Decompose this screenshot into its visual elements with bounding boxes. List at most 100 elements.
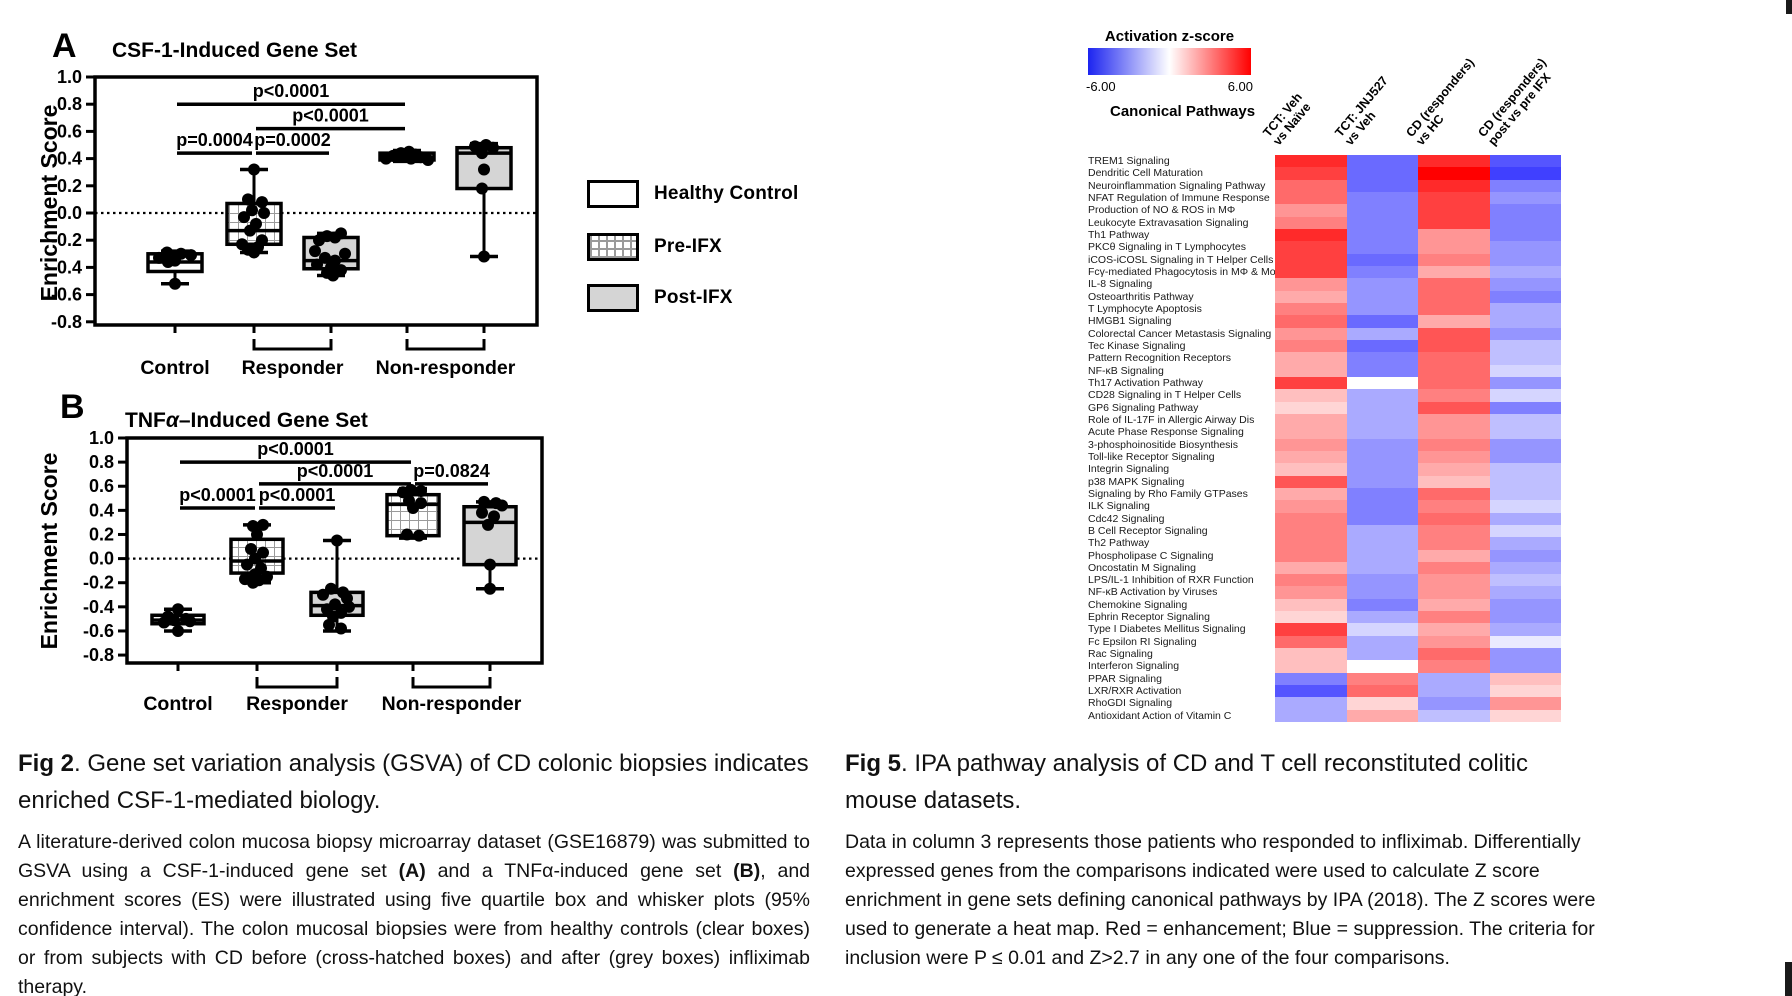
heatmap-cell	[1275, 339, 1347, 353]
heatmap-cell	[1275, 302, 1347, 316]
heatmap-cell	[1275, 611, 1347, 624]
heatmap-row: Leukocyte Extravasation Signaling	[1088, 216, 1561, 229]
colorbar-gradient	[1088, 48, 1251, 75]
heatmap-cell	[1418, 315, 1490, 328]
heatmap-row: PKCθ Signaling in T Lymphocytes	[1088, 241, 1561, 254]
heatmap-cell	[1418, 290, 1490, 303]
heatmap-cell	[1489, 327, 1561, 340]
fig5-caption: Fig 5. IPA pathway analysis of CD and T …	[845, 745, 1750, 973]
heatmap-row: Toll-like Receptor Signaling	[1088, 450, 1561, 464]
heatmap-cell	[1275, 352, 1347, 365]
panel-b-boxplot: B TNFα–Induced Gene Set Enrichment Score 1.…	[36, 385, 600, 735]
heatmap-cell	[1275, 376, 1347, 390]
svg-text:Enrichment Score: Enrichment Score	[40, 453, 62, 650]
heatmap-column-headers: TCT: Veh vs Naïve TCT: JNJ527 vs Veh CD (res…	[1260, 0, 1695, 152]
svg-text:-0.4: -0.4	[51, 257, 82, 277]
heatmap-cell	[1346, 179, 1418, 192]
heatmap-cell	[1418, 191, 1490, 205]
heatmap-cell	[1418, 241, 1490, 254]
svg-text:p<0.0001: p<0.0001	[259, 485, 336, 505]
heatmap-cell	[1418, 635, 1490, 649]
heatmap-row: Osteoarthritis Pathway	[1088, 290, 1561, 303]
healthy-control-swatch-icon	[587, 180, 639, 208]
pathway-label: IL-8 Signaling	[1088, 278, 1153, 291]
heatmap-cell	[1418, 487, 1490, 501]
heatmap-cell	[1275, 463, 1347, 476]
screen-edge-artifact	[1785, 962, 1792, 996]
heatmap-cell	[1346, 228, 1418, 242]
heatmap-cell	[1418, 302, 1490, 316]
heatmap-cell	[1418, 500, 1490, 513]
heatmap-cell	[1489, 167, 1561, 180]
heatmap-cell	[1275, 426, 1347, 439]
svg-text:0.2: 0.2	[89, 524, 114, 544]
svg-text:-0.4: -0.4	[83, 597, 114, 617]
heatmap-cell	[1489, 352, 1561, 365]
pathway-label: Interferon Signaling	[1088, 660, 1180, 673]
pathway-label: Rac Signaling	[1088, 648, 1153, 661]
heatmap-cell	[1275, 450, 1347, 464]
heatmap-cell	[1275, 327, 1347, 340]
heatmap-cell	[1275, 500, 1347, 513]
pathway-label: Production of NO & ROS in MΦ	[1088, 204, 1236, 217]
heatmap-cell	[1418, 327, 1490, 340]
heatmap-cell	[1489, 265, 1561, 279]
heatmap-cell	[1275, 635, 1347, 649]
heatmap-cell	[1418, 228, 1490, 242]
pathway-label: NF-κB Signaling	[1088, 364, 1164, 377]
svg-text:-0.8: -0.8	[83, 645, 114, 665]
heatmap-cell	[1275, 265, 1347, 279]
heatmap-cell	[1275, 241, 1347, 254]
heatmap-cell	[1489, 487, 1561, 501]
heatmap-cell	[1346, 685, 1418, 698]
heatmap-cell	[1346, 290, 1418, 303]
heatmap-cell	[1489, 401, 1561, 414]
svg-text:Non-responder: Non-responder	[382, 693, 522, 715]
heatmap-cell	[1346, 574, 1418, 587]
heatmap-cell	[1489, 241, 1561, 254]
svg-text:p=0.0004: p=0.0004	[176, 130, 253, 150]
pathway-label: LXR/RXR Activation	[1088, 685, 1182, 698]
heatmap-cell	[1275, 672, 1347, 686]
heatmap-cell	[1275, 413, 1347, 427]
svg-text:TNFα–Induced Gene Set: TNFα–Induced Gene Set	[125, 409, 368, 432]
heatmap-cell	[1275, 216, 1347, 229]
heatmap-cell	[1489, 586, 1561, 599]
colorbar-title: Activation z-score	[1104, 28, 1235, 45]
heatmap-cell	[1489, 290, 1561, 303]
heatmap-cell	[1489, 204, 1561, 217]
pathway-label: Antioxidant Action of Vitamin C	[1088, 709, 1232, 722]
heatmap-row: Type I Diabetes Mellitus Signaling	[1088, 623, 1561, 636]
pathway-label: 3-phosphoinositide Biosynthesis	[1088, 438, 1239, 451]
heatmap-cell	[1346, 167, 1418, 180]
heatmap-row: Fc Epsilon RI Signaling	[1088, 635, 1561, 649]
heatmap-cell	[1489, 561, 1561, 575]
pathway-label: Acute Phase Response Signaling	[1088, 426, 1244, 439]
heatmap-cell	[1346, 611, 1418, 624]
pathway-label: Tec Kinase Signaling	[1088, 339, 1186, 352]
heatmap-cell	[1346, 191, 1418, 205]
svg-text:Control: Control	[140, 357, 209, 379]
heatmap-cell	[1346, 278, 1418, 291]
heatmap-cell	[1418, 253, 1490, 266]
pathway-label: GP6 Signaling Pathway	[1088, 401, 1199, 414]
pathway-label: NF-κB Activation by Viruses	[1088, 586, 1218, 599]
pathway-label: Th17 Activation Pathway	[1088, 376, 1203, 389]
svg-text:0.2: 0.2	[57, 176, 82, 196]
heatmap-row: Th17 Activation Pathway	[1088, 376, 1561, 390]
heatmap-column-header: CD (responders) vs HC	[1403, 55, 1477, 148]
heatmap-row: NF-κB Signaling	[1088, 364, 1561, 377]
pathway-label: Neuroinflammation Signaling Pathway	[1088, 179, 1266, 192]
heatmap-cell	[1275, 685, 1347, 698]
heatmap-cell	[1346, 487, 1418, 501]
heatmap-cell	[1346, 216, 1418, 229]
heatmap-cell	[1275, 549, 1347, 562]
heatmap-cell	[1275, 167, 1347, 180]
heatmap-cell	[1418, 278, 1490, 291]
svg-text:p<0.0001: p<0.0001	[257, 439, 334, 459]
svg-text:p<0.0001: p<0.0001	[292, 106, 369, 126]
post-ifx-swatch-icon	[587, 284, 639, 312]
heatmap-cell	[1275, 364, 1347, 377]
heatmap-row: NF-κB Activation by Viruses	[1088, 586, 1561, 599]
heatmap-row: Pattern Recognition Receptors	[1088, 352, 1561, 365]
